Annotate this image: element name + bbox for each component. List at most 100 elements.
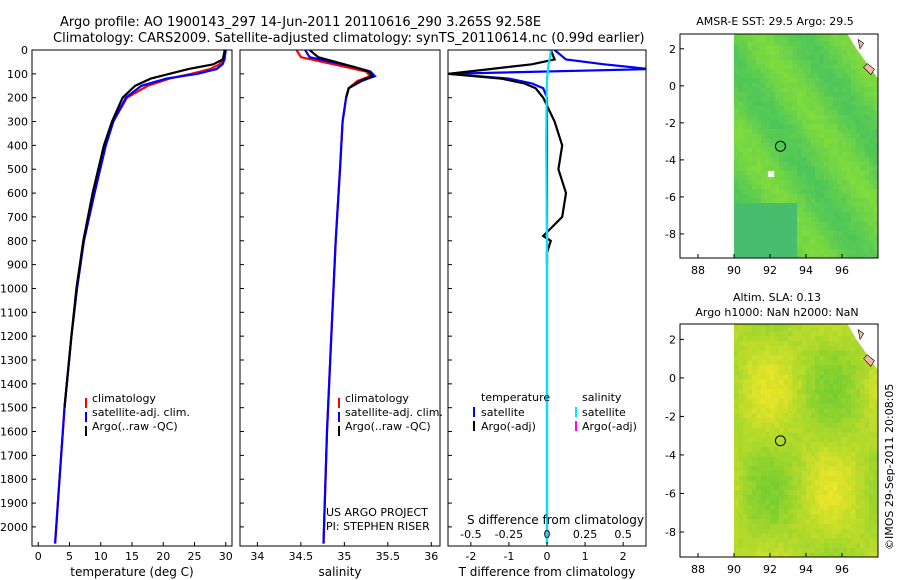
- map-cell: [806, 412, 812, 418]
- map-cell: [851, 114, 857, 120]
- map-cell: [860, 109, 866, 116]
- map-cell: [761, 211, 767, 217]
- map-cell: [761, 244, 767, 250]
- map-cell: [765, 494, 771, 500]
- map-cell: [846, 123, 852, 129]
- map-cell: [864, 422, 870, 428]
- map-cell: [747, 369, 753, 375]
- map-cell: [792, 528, 798, 534]
- map-cell: [792, 446, 798, 452]
- map-cell: [860, 211, 866, 217]
- map-cell: [869, 494, 875, 500]
- map-cell: [756, 325, 762, 332]
- map-cell: [738, 359, 744, 365]
- map-cell: [842, 225, 848, 231]
- map-cell: [851, 239, 857, 245]
- map-cell: [806, 45, 812, 51]
- map-cell: [815, 378, 821, 385]
- map-cell: [815, 239, 821, 245]
- map-cell: [860, 446, 866, 452]
- map-cell: [824, 123, 830, 129]
- map-cell: [779, 441, 785, 447]
- map-cell: [842, 398, 848, 404]
- map-cell: [855, 446, 861, 452]
- map-cell: [779, 552, 785, 557]
- map-cell: [761, 378, 767, 385]
- map-cell: [842, 49, 848, 55]
- map-cell: [792, 59, 798, 65]
- map-cell: [770, 407, 776, 414]
- map-cell: [756, 335, 762, 341]
- map-cell: [819, 137, 825, 143]
- map-cell: [743, 335, 749, 341]
- map-cell: [779, 427, 785, 433]
- map-cell: [734, 100, 740, 106]
- map-cell: [864, 221, 870, 227]
- map-cell: [765, 480, 771, 486]
- map-cell: [801, 82, 807, 88]
- map-cell: [783, 518, 789, 524]
- map-cell: [837, 518, 843, 524]
- map-cell: [788, 221, 794, 227]
- map-cell: [756, 174, 762, 180]
- map-cell: [846, 542, 852, 548]
- map-cell: [743, 174, 749, 180]
- map-cell: [873, 128, 878, 134]
- map-cell: [797, 174, 803, 180]
- map-cell: [797, 128, 803, 134]
- map-cell: [734, 230, 740, 236]
- map-cell: [824, 197, 830, 203]
- map-cell: [846, 465, 852, 471]
- map-cell: [873, 518, 878, 524]
- map-cell: [828, 119, 834, 125]
- map-cell: [864, 465, 870, 471]
- map-cell: [851, 119, 857, 125]
- map-cell: [806, 417, 812, 423]
- map-cell: [842, 431, 848, 438]
- map-cell: [860, 523, 866, 529]
- map-cell: [828, 350, 834, 356]
- map-cell: [770, 137, 776, 143]
- map-cell: [855, 407, 861, 414]
- map-cell: [846, 216, 852, 222]
- map-cell: [747, 547, 753, 553]
- map-cell: [846, 427, 852, 433]
- map-cell: [837, 170, 843, 176]
- map-cell: [738, 364, 744, 370]
- map-cell: [734, 174, 740, 180]
- map-cell: [864, 528, 870, 534]
- map-cell: [864, 119, 870, 125]
- map-cell: [842, 244, 848, 250]
- map-cell: [815, 364, 821, 370]
- map-cell: [801, 234, 807, 241]
- x-tick-label: 20: [156, 550, 170, 563]
- map-cell: [788, 470, 794, 476]
- map-cell: [837, 119, 843, 125]
- map-cell: [815, 504, 821, 510]
- map-cell: [873, 170, 878, 176]
- map-cell: [783, 475, 789, 481]
- map-cell: [770, 225, 776, 231]
- map-cell: [833, 54, 839, 60]
- map-cell: [743, 34, 749, 37]
- map-cell: [788, 244, 794, 250]
- y-tick-label: 100: [7, 68, 28, 81]
- y-tick-label: 2: [669, 43, 676, 56]
- map-cell: [855, 504, 861, 510]
- map-cell: [815, 359, 821, 365]
- map-cell: [779, 378, 785, 385]
- map-cell: [801, 508, 807, 515]
- map-cell: [801, 105, 807, 111]
- map-cell: [743, 523, 749, 529]
- map-cell: [761, 151, 767, 157]
- map-cell: [851, 398, 857, 404]
- map-cell: [770, 45, 776, 51]
- map-cell: [797, 369, 803, 375]
- map-cell: [788, 234, 794, 241]
- map-cell: [770, 128, 776, 134]
- map-cell: [783, 179, 789, 185]
- map-cell: [801, 202, 807, 208]
- map-cell: [869, 460, 875, 467]
- map-cell: [783, 378, 789, 385]
- map-cell: [806, 407, 812, 414]
